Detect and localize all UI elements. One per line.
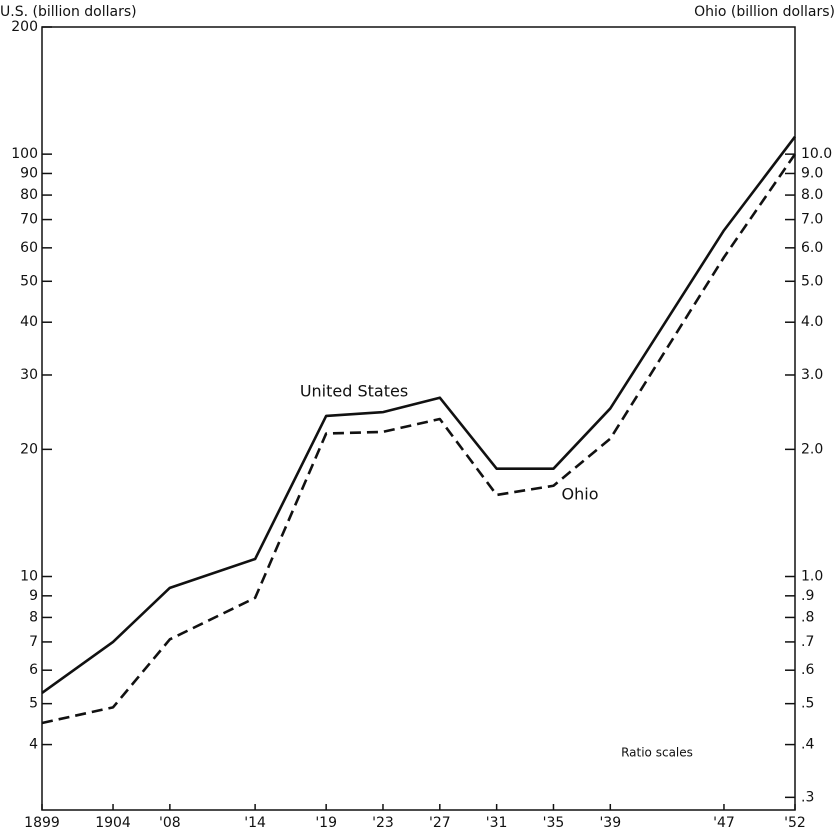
x-tick-label: 1904 [95, 815, 131, 831]
y-tick-label: 9 [29, 588, 38, 604]
x-tick-label: '39 [599, 815, 621, 831]
y-tick-label: 4 [29, 737, 38, 753]
y2-tick-label: 9.0 [801, 165, 823, 181]
y2-tick-label: 7.0 [801, 212, 823, 228]
x-tick-label: '08 [159, 815, 181, 831]
y2-tick-label: .8 [801, 609, 814, 625]
y2-tick-label: .3 [801, 789, 814, 805]
annotation: Ohio [562, 485, 599, 504]
y2-tick-label: .5 [801, 696, 814, 712]
y2-tick-label: 4.0 [801, 314, 823, 330]
y2-tick-label: 3.0 [801, 367, 823, 383]
x-tick-label: '14 [244, 815, 266, 831]
x-tick-label: '27 [429, 815, 451, 831]
y-tick-label: 100 [11, 146, 38, 162]
y-tick-label: 50 [20, 273, 38, 289]
y2-tick-label: 5.0 [801, 273, 823, 289]
y-tick-label: 20 [20, 441, 38, 457]
y2-tick-label: 2.0 [801, 441, 823, 457]
y-tick-label: 80 [20, 187, 38, 203]
x-tick-label: '47 [713, 815, 735, 831]
y2-tick-label: 8.0 [801, 187, 823, 203]
y-tick-label: 5 [29, 696, 38, 712]
y2-axis-title: Ohio (billion dollars) [694, 4, 835, 20]
y-tick-label: 10 [20, 569, 38, 585]
y-tick-label: 60 [20, 240, 38, 256]
y-tick-label: 6 [29, 662, 38, 678]
x-tick-label: '23 [372, 815, 394, 831]
plot-frame [41, 26, 796, 811]
y-tick-label: 40 [20, 314, 38, 330]
y2-tick-label: .4 [801, 737, 814, 753]
y-tick-label: 8 [29, 609, 38, 625]
y-tick-label: 30 [20, 367, 38, 383]
x-tick-label: '35 [543, 815, 565, 831]
y2-tick-label: 10.0 [801, 146, 832, 162]
x-tick-label: '19 [315, 815, 337, 831]
y2-tick-label: 6.0 [801, 240, 823, 256]
series-line [41, 153, 797, 725]
x-tick-label: 1899 [24, 815, 60, 831]
y2-tick-label: .6 [801, 662, 814, 678]
y-tick-label: 90 [20, 165, 38, 181]
y2-tick-label: .7 [801, 634, 814, 650]
annotation: Ratio scales [621, 746, 693, 760]
x-tick-label: '31 [486, 815, 508, 831]
y2-tick-label: 1.0 [801, 569, 823, 585]
annotation: United States [300, 382, 408, 401]
y-tick-label: 7 [29, 634, 38, 650]
series-line [41, 135, 797, 695]
x-tick-label: '52 [784, 815, 806, 831]
y2-tick-label: .9 [801, 588, 814, 604]
y-tick-label: 70 [20, 212, 38, 228]
y-tick-label: 200 [11, 19, 38, 35]
y-axis-title: U.S. (billion dollars) [0, 4, 137, 20]
